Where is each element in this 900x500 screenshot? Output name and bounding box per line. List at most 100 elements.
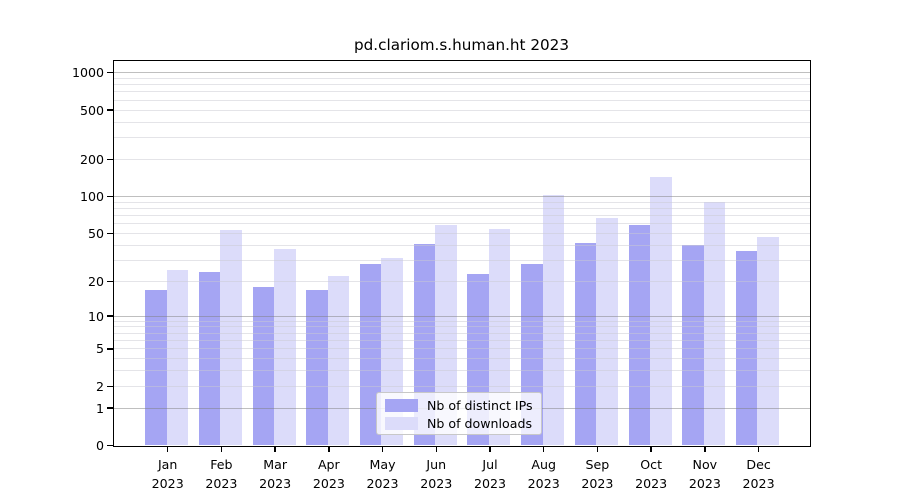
gridline-minor-800 (114, 84, 810, 86)
gridline-minor-6 (114, 339, 810, 341)
bar-distinct-ips-dec (735, 250, 758, 446)
gridline-minor-400 (114, 121, 810, 123)
gridline-minor-60 (114, 223, 810, 225)
y-tick-500 (107, 109, 113, 111)
legend-label-distinct-ips: Nb of distinct IPs (427, 398, 533, 414)
gridline-minor-500 (114, 109, 810, 111)
x-tick-month: Nov (692, 456, 718, 472)
bar-downloads-apr (327, 276, 350, 446)
gridline-minor-7 (114, 332, 810, 334)
legend: Nb of distinct IPs Nb of downloads (376, 392, 542, 435)
x-tick-year: 2023 (581, 475, 614, 491)
y-tick-label-1000: 1000 (71, 65, 104, 81)
bar-downloads-jun (435, 225, 457, 446)
x-tick-jan (167, 445, 169, 452)
gridline-minor-2 (114, 385, 810, 387)
gridline-minor-8 (114, 326, 810, 328)
bar-distinct-ips-jan (145, 289, 167, 446)
plot-area: 1000 500 200 100 50 20 10 5 2 1 0 Jan 2023 Feb 2023 Mar… (72, 60, 811, 491)
gridline-minor-50 (114, 232, 810, 234)
x-tick-year: 2023 (259, 475, 292, 491)
x-tick-may (381, 445, 384, 452)
x-tick-month: Dec (746, 456, 771, 472)
x-tick-month: Apr (317, 456, 340, 472)
gridline-minor-3 (114, 370, 810, 372)
x-tick-year: 2023 (420, 475, 453, 491)
legend-item-distinct-ips: Nb of distinct IPs (385, 397, 541, 415)
y-tick-label-0: 0 (95, 438, 104, 453)
gridline-minor-9 (114, 320, 810, 322)
y-tick-label-5: 5 (95, 341, 104, 357)
bar-downloads-jan (166, 269, 189, 446)
y-tick-label-100: 100 (79, 188, 104, 204)
x-tick-month: Jul (482, 456, 498, 472)
x-tick-label-feb: Feb 2023 (188, 455, 254, 493)
gridline-minor-900 (114, 77, 810, 79)
x-tick-label-nov: Nov 2023 (672, 455, 738, 493)
y-tick-50 (107, 232, 113, 235)
y-tick-label-1: 1 (95, 400, 104, 416)
x-tick-oct (650, 445, 652, 452)
gridline-major-100 (114, 195, 810, 197)
gridline-minor-600 (114, 99, 810, 101)
gridline-minor-70 (114, 214, 810, 216)
bar-distinct-ips-oct (628, 225, 651, 446)
y-tick-label-2: 2 (95, 378, 104, 394)
y-tick-100 (107, 195, 113, 198)
x-tick-year: 2023 (742, 475, 775, 491)
x-tick-year: 2023 (312, 475, 345, 491)
y-tick-200 (107, 158, 113, 161)
x-tick-aug (543, 445, 545, 452)
gridline-minor-200 (114, 158, 810, 160)
bar-distinct-ips-nov (682, 245, 704, 446)
x-tick-year: 2023 (366, 475, 399, 491)
bar-downloads-dec (757, 236, 779, 446)
gridline-major-10 (114, 315, 810, 317)
x-tick-month: Aug (531, 456, 556, 472)
bar-downloads-oct (650, 177, 672, 446)
gridline-minor-90 (114, 201, 810, 203)
x-tick-label-aug: Aug 2023 (511, 455, 577, 493)
x-tick-label-mar: Mar 2023 (242, 455, 308, 493)
y-tick-20 (107, 280, 113, 282)
gridline-minor-80 (114, 207, 810, 209)
y-tick-label-10: 10 (87, 308, 104, 324)
x-tick-label-jan: Jan 2023 (135, 455, 201, 493)
legend-item-downloads: Nb of downloads (385, 415, 541, 433)
bar-downloads-sep (596, 217, 618, 446)
x-tick-apr (328, 445, 330, 452)
x-tick-feb (220, 445, 223, 452)
gridline-minor-40 (114, 244, 810, 246)
x-tick-label-jul: Jul 2023 (457, 455, 523, 493)
x-tick-dec (757, 445, 760, 452)
y-tick-label-500: 500 (79, 102, 104, 118)
y-tick-1000 (107, 72, 113, 74)
bar-distinct-ips-sep (574, 242, 597, 446)
gridline-minor-30 (114, 259, 810, 261)
gridline-minor-20 (114, 280, 810, 282)
x-tick-label-sep: Sep 2023 (564, 455, 630, 493)
x-tick-month: May (369, 456, 396, 472)
x-tick-year: 2023 (635, 475, 668, 491)
x-tick-year: 2023 (527, 475, 560, 491)
x-tick-nov (704, 445, 706, 452)
bar-downloads-aug (542, 195, 565, 446)
gridline-major-1000 (114, 72, 810, 74)
y-tick-5 (107, 348, 113, 350)
x-tick-year: 2023 (473, 475, 507, 491)
bar-downloads-feb (220, 230, 242, 446)
bar-downloads-jul (488, 229, 511, 446)
x-tick-year: 2023 (205, 475, 238, 491)
x-tick-jun (435, 445, 437, 452)
y-tick-label-20: 20 (87, 273, 104, 289)
x-tick-month: Jun (426, 456, 447, 472)
bar-distinct-ips-mar (252, 286, 275, 446)
y-tick-2 (107, 385, 113, 387)
gridline-minor-300 (114, 137, 810, 139)
x-tick-jul (489, 445, 491, 452)
x-tick-label-apr: Apr 2023 (296, 455, 362, 493)
y-tick-0 (107, 444, 113, 447)
y-tick-10 (107, 315, 113, 317)
x-tick-mar (274, 445, 276, 452)
